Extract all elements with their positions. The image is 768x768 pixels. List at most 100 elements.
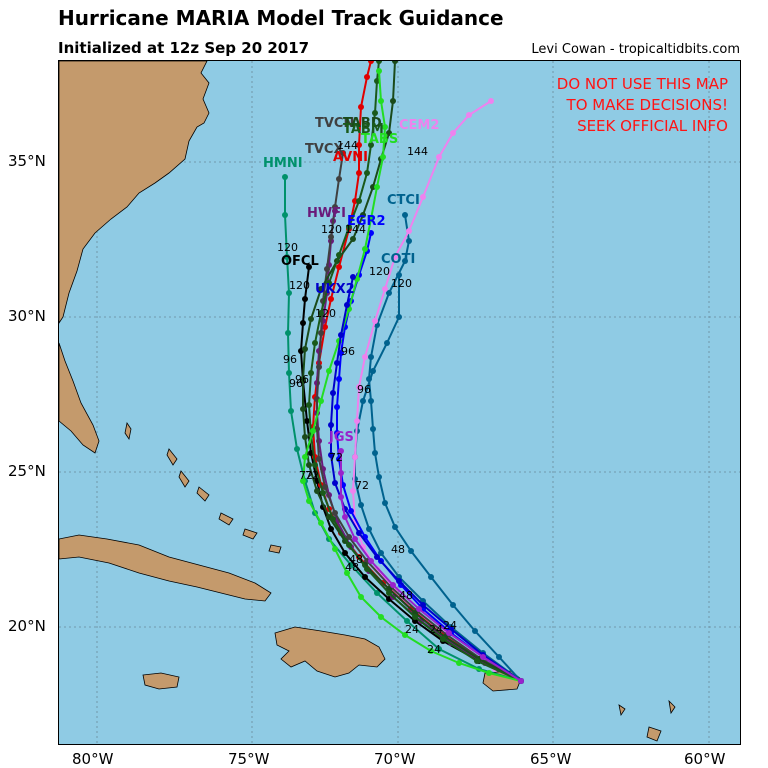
track-point (390, 582, 396, 588)
track-point (350, 274, 356, 280)
track-point (306, 264, 312, 270)
lon-label-80w: 80°W (72, 750, 114, 768)
lat-label-30n: 30°N (8, 307, 46, 325)
track-point (368, 216, 374, 222)
land (59, 61, 676, 742)
forecast-hour-labels: 24 24242448484848727272729696969696120120… (277, 139, 457, 656)
track-point (342, 514, 348, 520)
model-label-ukx2: UKX2 (315, 282, 355, 297)
track-point (338, 332, 344, 338)
model-label-ctci: CTCI (387, 193, 420, 208)
track-point (334, 404, 340, 410)
track-point (314, 488, 320, 494)
track-point (368, 558, 374, 564)
track-point (358, 104, 364, 110)
track-point (338, 494, 344, 500)
track-point (364, 74, 370, 80)
turks-caicos (268, 544, 282, 554)
map-subtitle: Initialized at 12z Sep 20 2017 (58, 39, 310, 57)
hour-label-144: 144 (407, 145, 428, 158)
track-point (300, 406, 306, 412)
track-point (472, 628, 478, 634)
track-point (466, 112, 472, 118)
track-point (300, 376, 306, 382)
lesser-antilles-2 (668, 699, 676, 715)
track-point (368, 61, 374, 64)
track-point (286, 370, 292, 376)
bahamas-3 (178, 470, 190, 488)
track-point (346, 542, 352, 548)
track-point (332, 546, 338, 552)
track-point (428, 574, 434, 580)
jamaica (142, 672, 180, 690)
track-point (360, 212, 366, 218)
track-point (318, 520, 324, 526)
track-point (352, 454, 358, 460)
model-label-coti: COTI (381, 252, 415, 267)
track-point (350, 488, 356, 494)
track-point (446, 630, 452, 636)
track-point (370, 368, 376, 374)
hour-label-120: 120 (315, 307, 336, 320)
track-point (382, 124, 388, 130)
track-point (326, 368, 332, 374)
model-label-avni: AVNI (333, 150, 368, 165)
track-point (364, 170, 370, 176)
track-point (392, 524, 398, 530)
hour-label-96: 96 (283, 353, 297, 366)
track-tabs (300, 68, 524, 684)
florida (59, 342, 100, 454)
track-point (324, 266, 330, 272)
track-point (386, 290, 392, 296)
hour-label-24: 24 (429, 623, 443, 636)
track-point (450, 130, 456, 136)
track-point (334, 360, 340, 366)
track-point (382, 500, 388, 506)
track-point (336, 252, 342, 258)
track-point (312, 462, 318, 468)
hour-label-48: 48 (345, 561, 359, 574)
track-point (374, 554, 380, 560)
lat-label-35n: 35°N (8, 152, 46, 170)
hour-label-24: 24 (405, 623, 419, 636)
track-point (488, 98, 494, 104)
bahamas-5 (218, 512, 234, 526)
hour-label-96: 96 (289, 377, 303, 390)
track-point (302, 434, 308, 440)
hour-label-72: 72 (305, 469, 319, 482)
lesser-antilles-1 (646, 726, 662, 742)
track-point (342, 550, 348, 556)
track-point (328, 234, 334, 240)
track-point (302, 346, 308, 352)
track-point (306, 402, 312, 408)
track-line (354, 275, 522, 682)
track-point (396, 578, 402, 584)
model-label-ofcl: OFCL (281, 254, 319, 269)
map-credit: Levi Cowan - tropicaltidbits.com (531, 42, 740, 57)
track-point (328, 526, 334, 532)
model-label-hwfi: HWFI (307, 206, 346, 221)
track-point (352, 536, 358, 542)
track-point (336, 264, 342, 270)
lon-label-70w: 70°W (374, 750, 416, 768)
track-point (306, 498, 312, 504)
track-ctci (366, 212, 524, 684)
track-point (392, 254, 398, 260)
bahamas-2 (166, 448, 178, 466)
model-label-tabd: TABD (343, 116, 382, 131)
track-line (316, 152, 522, 682)
track-point (368, 142, 374, 148)
model-label-egr2: EGR2 (347, 214, 386, 229)
lesser-antilles-3 (618, 704, 626, 717)
track-point (402, 212, 408, 218)
lat-label-20n: 20°N (8, 617, 46, 635)
track-point (354, 418, 360, 424)
track-point (402, 258, 408, 264)
track-point (364, 566, 370, 572)
track-point (288, 408, 294, 414)
track-point (332, 204, 338, 210)
lon-label-65w: 65°W (530, 750, 572, 768)
model-label-tabm: TABM (343, 122, 384, 137)
track-point (318, 330, 324, 336)
track-point (420, 602, 426, 608)
